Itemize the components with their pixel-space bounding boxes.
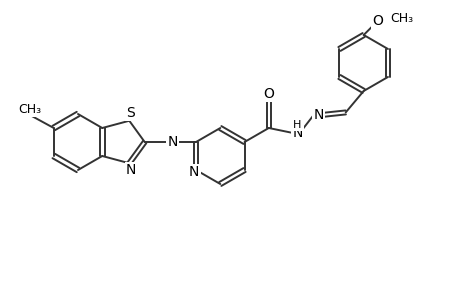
Text: H: H xyxy=(292,120,301,130)
Text: N: N xyxy=(291,126,302,140)
Text: O: O xyxy=(371,14,382,28)
Text: CH₃: CH₃ xyxy=(18,103,41,116)
Text: N: N xyxy=(189,165,199,179)
Text: N: N xyxy=(167,135,178,149)
Text: O: O xyxy=(263,87,274,101)
Text: N: N xyxy=(313,108,323,122)
Text: S: S xyxy=(126,106,134,120)
Text: N: N xyxy=(126,163,136,177)
Text: CH₃: CH₃ xyxy=(389,13,412,26)
